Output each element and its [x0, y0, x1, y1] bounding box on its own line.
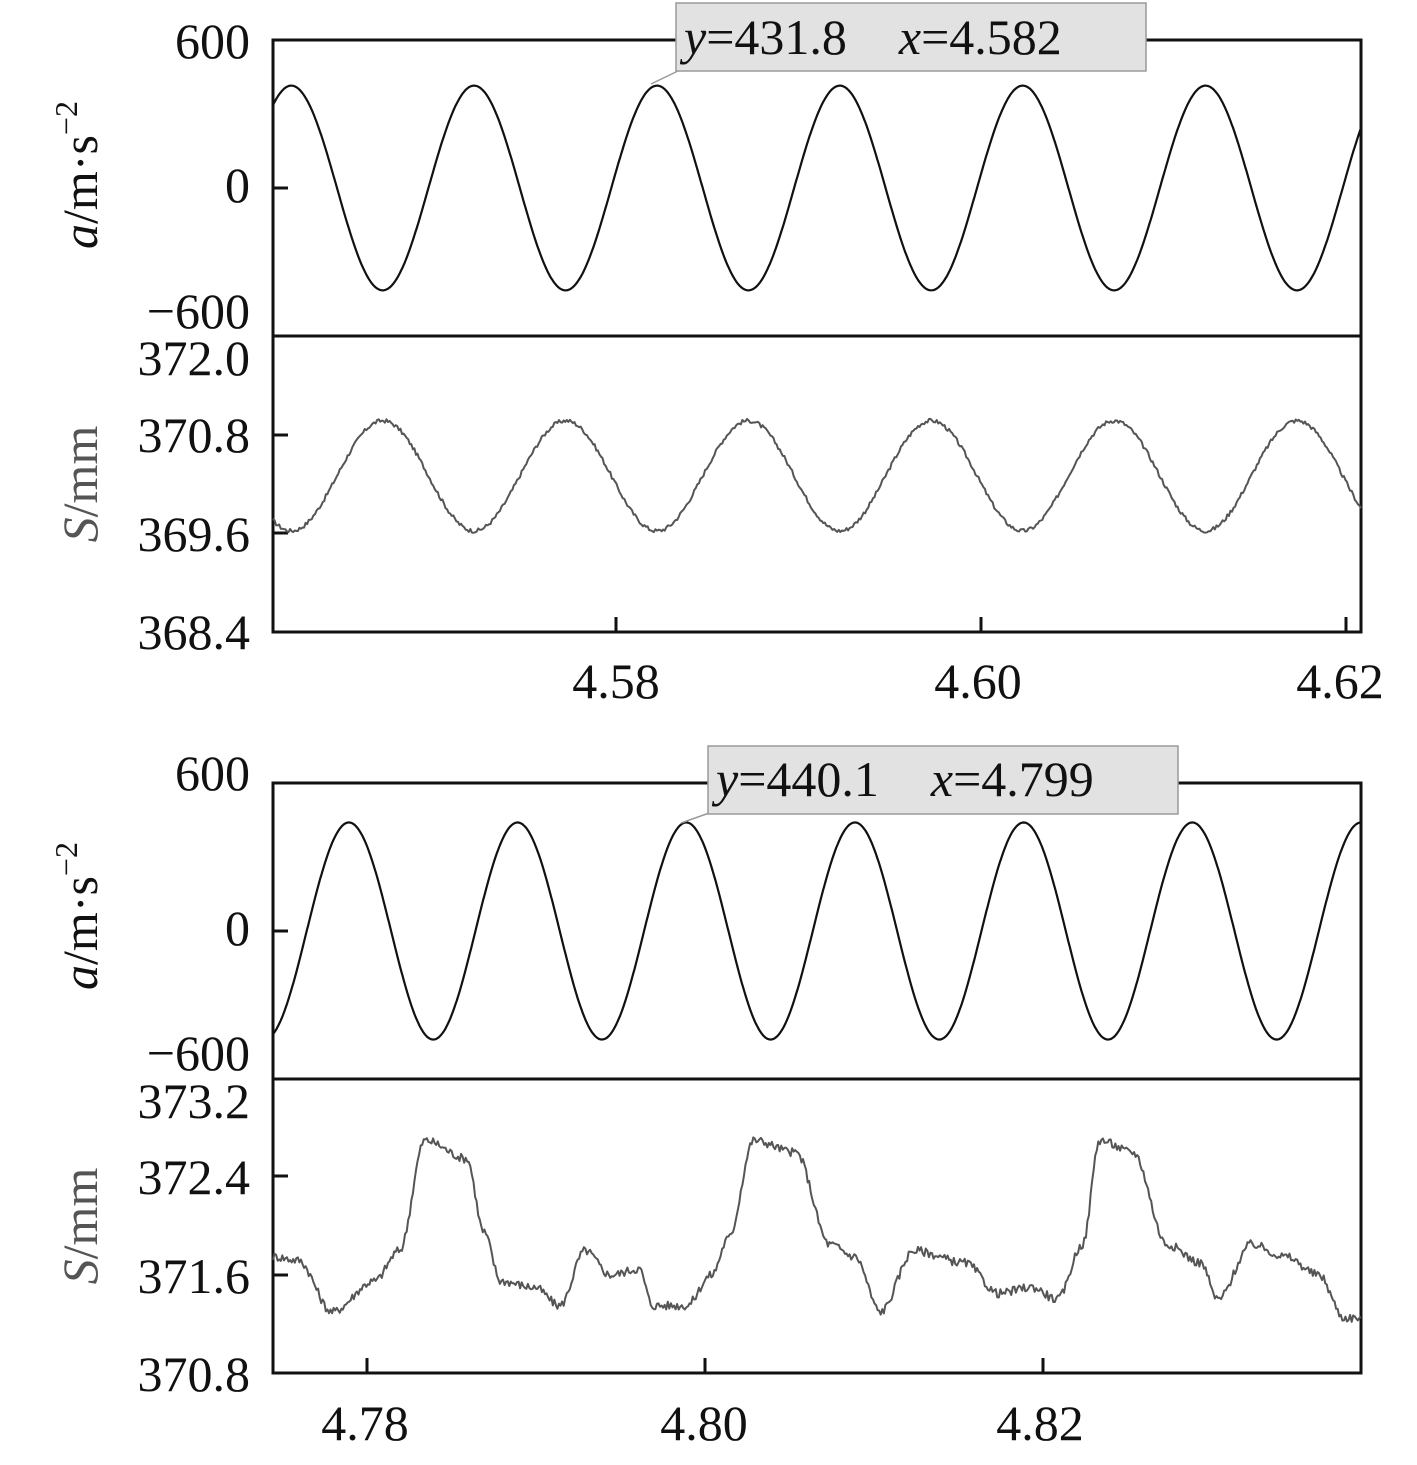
top-acc-ytick-label-0: 0 — [225, 157, 250, 213]
bottom-acc-ytick-label-600: 600 — [175, 745, 250, 801]
bottom-annotation-y-val: =440.1 — [738, 751, 879, 807]
top-annotation-box — [675, 2, 1147, 72]
bottom-figure: 600 0 −600 373.2 372.4 371.6 370.8 4.78 … — [48, 745, 1363, 1451]
top-annotation-x-val: =4.582 — [921, 9, 1062, 65]
bottom-acceleration-frame — [271, 781, 1363, 1081]
bottom-disp-ylabel: S/mm — [52, 1168, 108, 1285]
top-acc-ytick-label-neg600: −600 — [147, 283, 250, 339]
top-annotation-leader — [650, 69, 681, 85]
bottom-acc-ylabel-exp: −2 — [48, 842, 84, 876]
bottom-annotation-box — [707, 745, 1179, 815]
top-annotation-text: y=431.8 x=4.582 — [679, 9, 1062, 65]
bottom-disp-ytick-label-371-6: 371.6 — [138, 1248, 251, 1304]
top-xtick-label-4-60: 4.60 — [934, 653, 1022, 709]
bottom-annotation-leader — [680, 811, 713, 824]
bottom-disp-ylabel-var: S — [52, 1259, 108, 1284]
bottom-disp-ytick-label-370-8: 370.8 — [138, 1346, 251, 1402]
bottom-xtick-label-4-82: 4.82 — [996, 1395, 1084, 1451]
bottom-xtick-label-4-78: 4.78 — [321, 1395, 409, 1451]
bottom-acc-ytick-label-neg600: −600 — [147, 1025, 250, 1081]
bottom-xtick-label-4-80: 4.80 — [660, 1395, 748, 1451]
bottom-displacement-line — [272, 1136, 1362, 1323]
bottom-acceleration-line — [272, 821, 1362, 1041]
bottom-displacement-frame — [271, 1077, 1363, 1375]
bottom-disp-ytick-label-373-2: 373.2 — [138, 1073, 251, 1129]
bottom-disp-ytick-label-372-4: 372.4 — [138, 1149, 251, 1205]
top-acc-ylabel: a/m·s−2 — [48, 101, 108, 249]
top-disp-ylabel-unit: /mm — [52, 426, 108, 518]
top-displacement-line — [272, 417, 1362, 534]
top-disp-ylabel-var: S — [52, 517, 108, 542]
bottom-acc-ytick-label-0: 0 — [225, 900, 250, 956]
bottom-annotation-x-val: =4.799 — [953, 751, 1094, 807]
top-displacement-frame — [271, 334, 1363, 634]
bottom-acc-ylabel: a/m·s−2 — [48, 842, 108, 990]
top-xtick-label-4-62: 4.62 — [1296, 653, 1384, 709]
top-acceleration-frame — [271, 38, 1363, 338]
bottom-acceleration-series — [272, 821, 1362, 1041]
top-disp-ytick-label-370-8: 370.8 — [138, 407, 251, 463]
top-disp-ylabel: S/mm — [52, 426, 108, 543]
top-acc-ytick-label-600: 600 — [175, 13, 250, 69]
top-acceleration-line — [272, 84, 1363, 292]
bottom-disp-ylabel-unit: /mm — [52, 1168, 108, 1260]
top-annotation-y-val: =431.8 — [706, 9, 847, 65]
top-acc-ylabel-var: a — [52, 224, 108, 249]
bottom-annotation-text: y=440.1 x=4.799 — [711, 751, 1094, 807]
top-acc-ylabel-unit: /m·s — [52, 135, 108, 224]
top-acc-ylabel-exp: −2 — [48, 101, 84, 135]
top-disp-ytick-label-372-0: 372.0 — [138, 330, 251, 386]
top-figure: 600 0 −600 372.0 370.8 369.6 368.4 4.58 … — [48, 2, 1384, 709]
top-disp-ytick-label-368-4: 368.4 — [138, 604, 251, 660]
top-disp-ytick-label-369-6: 369.6 — [138, 506, 251, 562]
top-acceleration-series — [272, 84, 1363, 292]
bottom-acc-ylabel-unit: /m·s — [52, 876, 108, 965]
top-displacement-series — [272, 417, 1362, 534]
top-annotation-y-var: y — [679, 9, 707, 65]
bottom-displacement-series — [272, 1136, 1362, 1323]
bottom-annotation-x-var: x — [930, 751, 953, 807]
top-annotation-x-var: x — [898, 9, 921, 65]
bottom-acc-ylabel-var: a — [52, 965, 108, 990]
bottom-annotation-y-var: y — [711, 751, 739, 807]
top-xtick-label-4-58: 4.58 — [572, 653, 660, 709]
